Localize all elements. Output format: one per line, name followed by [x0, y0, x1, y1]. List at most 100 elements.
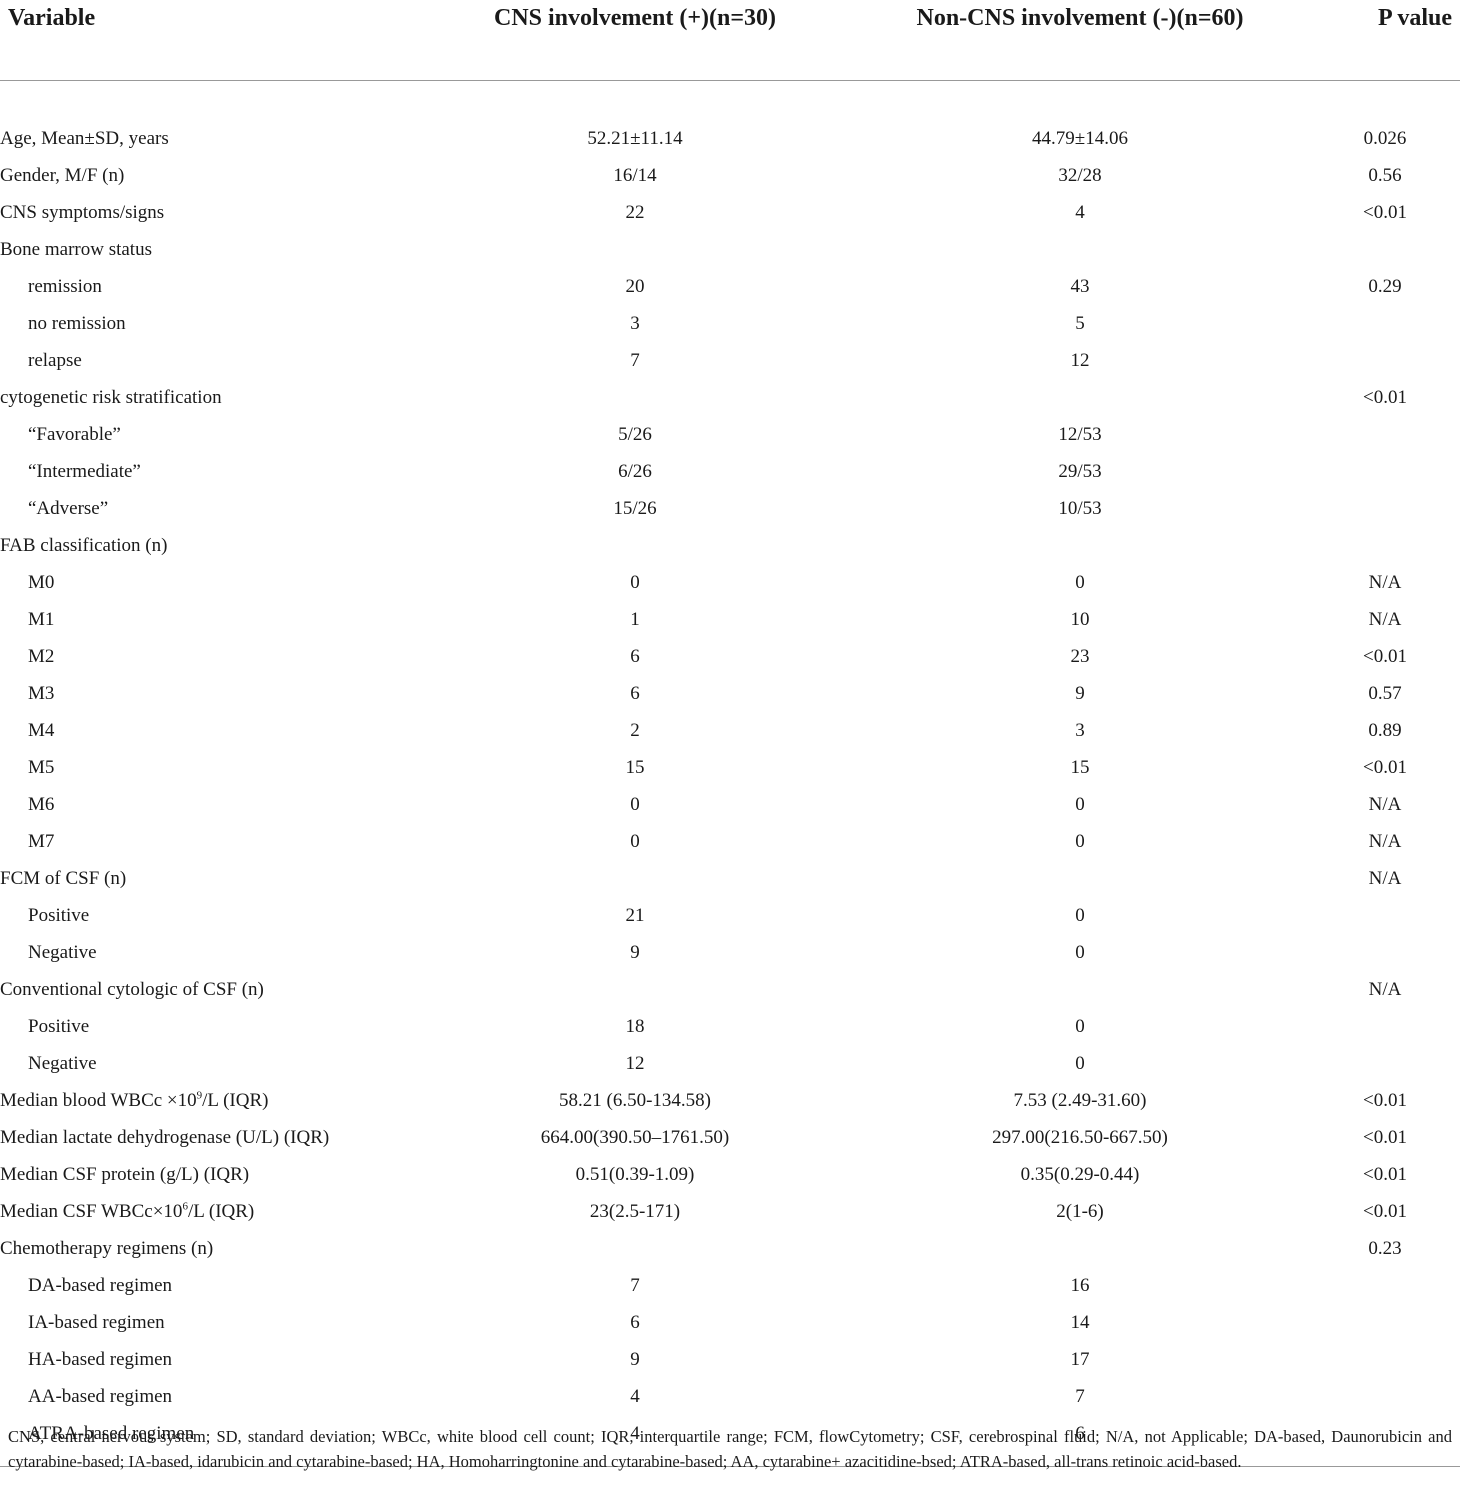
row-non-cns-value: 0 [1075, 905, 1085, 926]
row-non-cns-value: 0 [1075, 1053, 1085, 1074]
row-non-cns-value: 16 [1070, 1275, 1090, 1296]
row-p-value [1310, 1341, 1460, 1378]
row-p-value: <0.01 [1363, 646, 1407, 667]
row-p-value [1310, 305, 1460, 342]
row-p-value: 0.23 [1368, 1238, 1402, 1259]
row-variable: M3 [28, 683, 55, 704]
row-cns-value: 7 [630, 350, 640, 371]
row-non-cns-value [850, 379, 1310, 416]
table-row: Median lactate dehydrogenase (U/L) (IQR)… [0, 1119, 1460, 1156]
row-cns-value: 4 [630, 1423, 640, 1444]
row-variable: FCM of CSF (n) [0, 868, 127, 889]
row-p-value: N/A [1368, 572, 1402, 593]
row-cns-value [420, 379, 850, 416]
row-variable: CNS symptoms/signs [0, 202, 165, 223]
table-row: FAB classification (n) [0, 527, 1460, 564]
row-non-cns-value: 17 [1070, 1349, 1090, 1370]
row-p-value [1310, 416, 1460, 453]
row-cns-value: 6/26 [618, 461, 652, 482]
row-p-value: 0.89 [1368, 720, 1402, 741]
row-variable: Negative [28, 942, 97, 963]
table-row: FCM of CSF (n) N/A [0, 860, 1460, 897]
table-row: Median blood WBCc ×109/L (IQR) 58.21 (6.5… [0, 1082, 1460, 1119]
table-row: Positive 18 0 [0, 1008, 1460, 1045]
row-variable: no remission [28, 313, 126, 334]
row-cns-value: 15 [625, 757, 645, 778]
row-non-cns-value: 7 [1075, 1386, 1085, 1407]
row-non-cns-value: 32/28 [1058, 165, 1102, 186]
table-row: “Intermediate” 6/26 29/53 [0, 453, 1460, 490]
row-cns-value: 0.51(0.39-1.09) [575, 1164, 695, 1185]
row-p-value: N/A [1368, 831, 1402, 852]
row-cns-value [420, 231, 850, 268]
row-non-cns-value: 0.35(0.29-0.44) [1020, 1164, 1140, 1185]
row-variable: “Favorable” [28, 424, 121, 445]
row-non-cns-value: 0 [1075, 1016, 1085, 1037]
table-row: AA-based regimen 4 7 [0, 1378, 1460, 1415]
table-row: “Adverse” 15/26 10/53 [0, 490, 1460, 527]
row-non-cns-value: 9 [1075, 683, 1085, 704]
row-p-value [1310, 1304, 1460, 1341]
table-row: M7 0 0 N/A [0, 823, 1460, 860]
header-non-cns-involvement: Non-CNS involvement (-)(n=60) [916, 5, 1244, 31]
header-p-value: P value [1377, 5, 1452, 31]
row-non-cns-value: 0 [1075, 572, 1085, 593]
row-non-cns-value: 10 [1070, 609, 1090, 630]
table-row: IA-based regimen 6 14 [0, 1304, 1460, 1341]
table-row: “Favorable” 5/26 12/53 [0, 416, 1460, 453]
row-cns-value: 9 [630, 1349, 640, 1370]
table-row: M4 2 3 0.89 [0, 712, 1460, 749]
row-p-value [1310, 527, 1460, 564]
row-cns-value: 3 [630, 313, 640, 334]
row-non-cns-value: 0 [1075, 794, 1085, 815]
table-row: M2 6 23 <0.01 [0, 638, 1460, 675]
row-variable: Median lactate dehydrogenase (U/L) (IQR) [0, 1127, 330, 1148]
row-non-cns-value: 0 [1075, 942, 1085, 963]
table-row: relapse 7 12 [0, 342, 1460, 379]
row-variable: “Adverse” [28, 498, 109, 519]
table-row: Positive 21 0 [0, 897, 1460, 934]
row-non-cns-value [850, 527, 1310, 564]
row-cns-value [420, 1230, 850, 1267]
table-row: Median CSF protein (g/L) (IQR) 0.51(0.39-… [0, 1156, 1460, 1193]
row-non-cns-value: 297.00(216.50-667.50) [992, 1127, 1168, 1148]
table-row: Chemotherapy regimens (n) 0.23 [0, 1230, 1460, 1267]
table-bottom-rule [0, 1452, 1460, 1467]
row-cns-value: 16/14 [613, 165, 657, 186]
row-non-cns-value: 29/53 [1058, 461, 1102, 482]
table-row: remission 20 43 0.29 [0, 268, 1460, 305]
row-variable: FAB classification (n) [0, 535, 168, 556]
row-p-value [1310, 1267, 1460, 1304]
row-p-value [1310, 934, 1460, 971]
row-non-cns-value [850, 231, 1310, 268]
row-cns-value: 22 [625, 202, 645, 223]
row-variable: M1 [28, 609, 55, 630]
row-variable: Bone marrow status [0, 239, 152, 260]
row-cns-value: 1 [630, 609, 640, 630]
table-row: no remission 3 5 [0, 305, 1460, 342]
row-variable: M4 [28, 720, 55, 741]
table-row: Age, Mean±SD, years 52.21±11.14 44.79±14.0… [0, 120, 1460, 157]
row-variable: “Intermediate” [28, 461, 141, 482]
row-p-value: <0.01 [1363, 387, 1407, 408]
row-p-value [1310, 897, 1460, 934]
table-row: HA-based regimen 9 17 [0, 1341, 1460, 1378]
table-row: M5 15 15 <0.01 [0, 749, 1460, 786]
table-row: M1 1 10 N/A [0, 601, 1460, 638]
row-cns-value [420, 527, 850, 564]
header-cns-involvement: CNS involvement (+)(n=30) [494, 5, 776, 31]
table-row: M3 6 9 0.57 [0, 675, 1460, 712]
row-variable: Conventional cytologic of CSF (n) [0, 979, 264, 1000]
row-cns-value: 0 [630, 831, 640, 852]
row-variable: M2 [28, 646, 55, 667]
row-cns-value: 5/26 [618, 424, 652, 445]
header-rule [0, 40, 1460, 81]
row-p-value: 0.026 [1363, 128, 1407, 149]
row-cns-value [420, 860, 850, 897]
row-non-cns-value: 15 [1070, 757, 1090, 778]
header-variable: Variable [8, 5, 96, 31]
results-table: Variable CNS involvement (+)(n=30) Non-C… [0, 0, 1460, 1467]
table-header: Variable CNS involvement (+)(n=30) Non-C… [0, 0, 1460, 120]
row-variable: Median blood WBCc ×109/L (IQR) [0, 1089, 269, 1111]
table-row: Bone marrow status [0, 231, 1460, 268]
